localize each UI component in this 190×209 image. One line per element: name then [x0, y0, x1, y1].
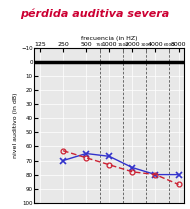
Y-axis label: nivel auditivo (In dB): nivel auditivo (In dB): [13, 93, 18, 158]
X-axis label: frecuencia (in HZ): frecuencia (in HZ): [81, 36, 138, 41]
Text: pérdida auditiva severa: pérdida auditiva severa: [20, 8, 170, 19]
